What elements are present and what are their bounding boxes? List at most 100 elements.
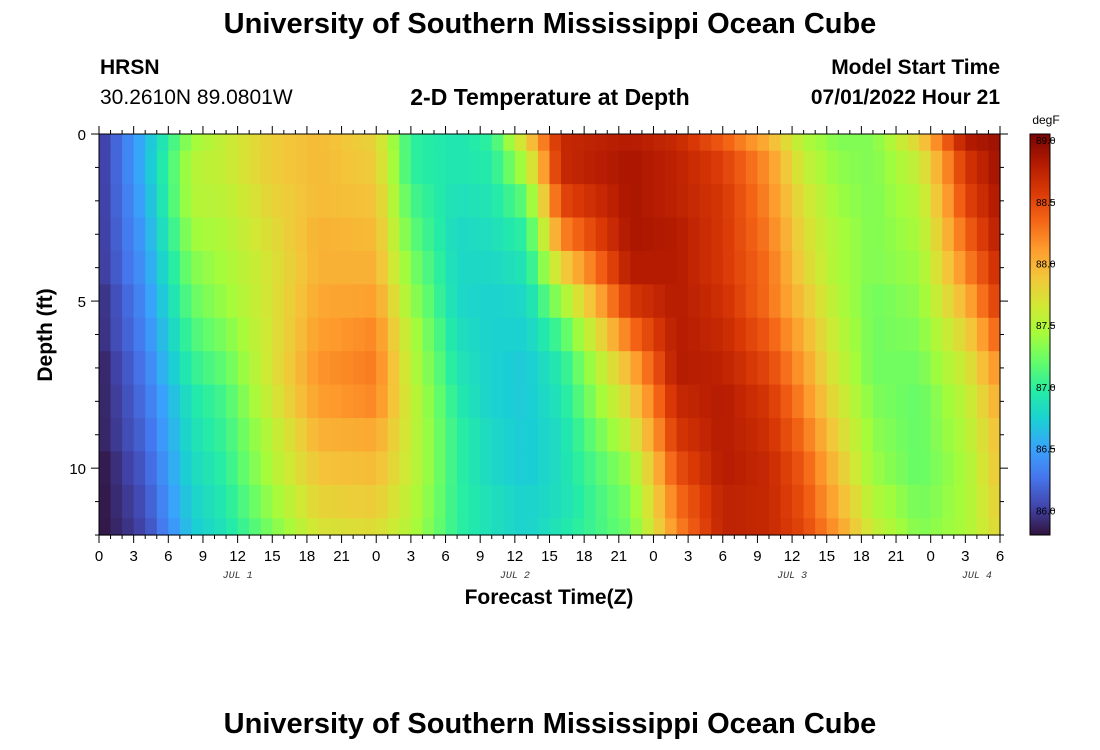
heatmap-cell bbox=[491, 184, 504, 219]
heatmap-cell bbox=[272, 351, 285, 386]
heatmap-cell bbox=[122, 217, 135, 252]
x-tick-label: 0 bbox=[649, 548, 657, 565]
heatmap-cell bbox=[653, 317, 666, 352]
heatmap-cell bbox=[722, 184, 735, 219]
heatmap-cell bbox=[722, 518, 735, 536]
heatmap-cell bbox=[572, 418, 585, 453]
heatmap-cell bbox=[110, 351, 123, 386]
heatmap-cell bbox=[699, 217, 712, 252]
heatmap-cell bbox=[399, 250, 412, 285]
heatmap-cell bbox=[630, 150, 643, 185]
heatmap-cell bbox=[526, 351, 539, 386]
heatmap-cell bbox=[953, 384, 966, 419]
heatmap-cell bbox=[283, 150, 296, 185]
heatmap-cell bbox=[237, 184, 250, 219]
heatmap-cell bbox=[780, 317, 793, 352]
heatmap-cell bbox=[699, 451, 712, 486]
heatmap-cell bbox=[953, 418, 966, 453]
heatmap-cell bbox=[122, 518, 135, 536]
heatmap-cell bbox=[884, 418, 897, 453]
heatmap-cell bbox=[526, 484, 539, 519]
heatmap-cell bbox=[272, 150, 285, 185]
heatmap-cell bbox=[133, 150, 146, 185]
heatmap-cell bbox=[930, 250, 943, 285]
heatmap-cell bbox=[341, 484, 354, 519]
heatmap-cell bbox=[168, 134, 181, 152]
heatmap-cell bbox=[260, 451, 273, 486]
heatmap-cell bbox=[341, 250, 354, 285]
heatmap-cell bbox=[330, 284, 343, 319]
heatmap-cell bbox=[630, 518, 643, 536]
heatmap-cell bbox=[757, 484, 770, 519]
heatmap-cell bbox=[145, 150, 158, 185]
heatmap-cell bbox=[399, 184, 412, 219]
heatmap-cell bbox=[399, 150, 412, 185]
heatmap-cell bbox=[168, 250, 181, 285]
heatmap-cell bbox=[433, 134, 447, 152]
heatmap-cell bbox=[457, 134, 470, 152]
heatmap-cell bbox=[468, 134, 481, 152]
heatmap-cell bbox=[618, 184, 631, 219]
heatmap-cell bbox=[953, 134, 966, 152]
heatmap-cell bbox=[99, 184, 112, 219]
heatmap-cell bbox=[168, 217, 181, 252]
heatmap-cell bbox=[480, 518, 493, 536]
heatmap-cell bbox=[156, 518, 169, 536]
heatmap-cell bbox=[988, 250, 1001, 285]
heatmap-cell bbox=[688, 484, 701, 519]
x-tick-label: 15 bbox=[818, 548, 835, 565]
heatmap-cell bbox=[803, 351, 816, 386]
heatmap-cell bbox=[549, 418, 562, 453]
heatmap-cell bbox=[353, 351, 366, 386]
heatmap-cell bbox=[145, 317, 158, 352]
heatmap-cell bbox=[688, 351, 701, 386]
heatmap-cell bbox=[468, 384, 481, 419]
x-date-label: JUL 4 bbox=[962, 571, 992, 582]
heatmap-cell bbox=[410, 384, 424, 419]
heatmap-cell bbox=[353, 134, 366, 152]
heatmap-cell bbox=[376, 384, 389, 419]
heatmap-cell bbox=[815, 418, 828, 453]
heatmap-cell bbox=[503, 451, 516, 486]
heatmap-cell bbox=[145, 250, 158, 285]
heatmap-cell bbox=[653, 518, 666, 536]
heatmap-cell bbox=[330, 451, 343, 486]
heatmap-cell bbox=[838, 384, 851, 419]
x-tick-label: 9 bbox=[753, 548, 761, 565]
heatmap-cell bbox=[433, 250, 447, 285]
heatmap-cell bbox=[572, 351, 585, 386]
heatmap-cell bbox=[353, 250, 366, 285]
heatmap-cell bbox=[330, 184, 343, 219]
heatmap-cell bbox=[295, 351, 308, 386]
heatmap-cell bbox=[122, 484, 135, 519]
heatmap-cell bbox=[572, 134, 585, 152]
heatmap-cell bbox=[295, 384, 308, 419]
heatmap-cell bbox=[976, 351, 990, 386]
heatmap-cell bbox=[537, 484, 551, 519]
heatmap-cell bbox=[387, 518, 400, 536]
heatmap-cell bbox=[826, 250, 839, 285]
heatmap-cell bbox=[919, 150, 932, 185]
heatmap-cell bbox=[214, 451, 227, 486]
heatmap-cell bbox=[295, 484, 308, 519]
heatmap-cell bbox=[226, 351, 239, 386]
heatmap-cell bbox=[884, 351, 897, 386]
heatmap-cell bbox=[145, 351, 158, 386]
heatmap-cell bbox=[491, 217, 504, 252]
heatmap-cell bbox=[976, 451, 990, 486]
heatmap-cell bbox=[988, 317, 1001, 352]
heatmap-cell bbox=[665, 484, 678, 519]
heatmap-cell bbox=[399, 217, 412, 252]
heatmap-cell bbox=[387, 317, 400, 352]
heatmap-cell bbox=[457, 351, 470, 386]
heatmap-cell bbox=[688, 134, 701, 152]
x-tick-label: 21 bbox=[888, 548, 905, 565]
colorbar: degF 89.0 88.5 88.0 87.5 87.0 86.5 86.0 bbox=[1029, 113, 1060, 536]
heatmap-cell bbox=[537, 518, 551, 536]
heatmap-cell bbox=[122, 284, 135, 319]
heatmap-cell bbox=[272, 217, 285, 252]
heatmap-cell bbox=[226, 250, 239, 285]
heatmap-cell bbox=[549, 250, 562, 285]
heatmap-cell bbox=[757, 384, 770, 419]
heatmap-cell bbox=[757, 451, 770, 486]
